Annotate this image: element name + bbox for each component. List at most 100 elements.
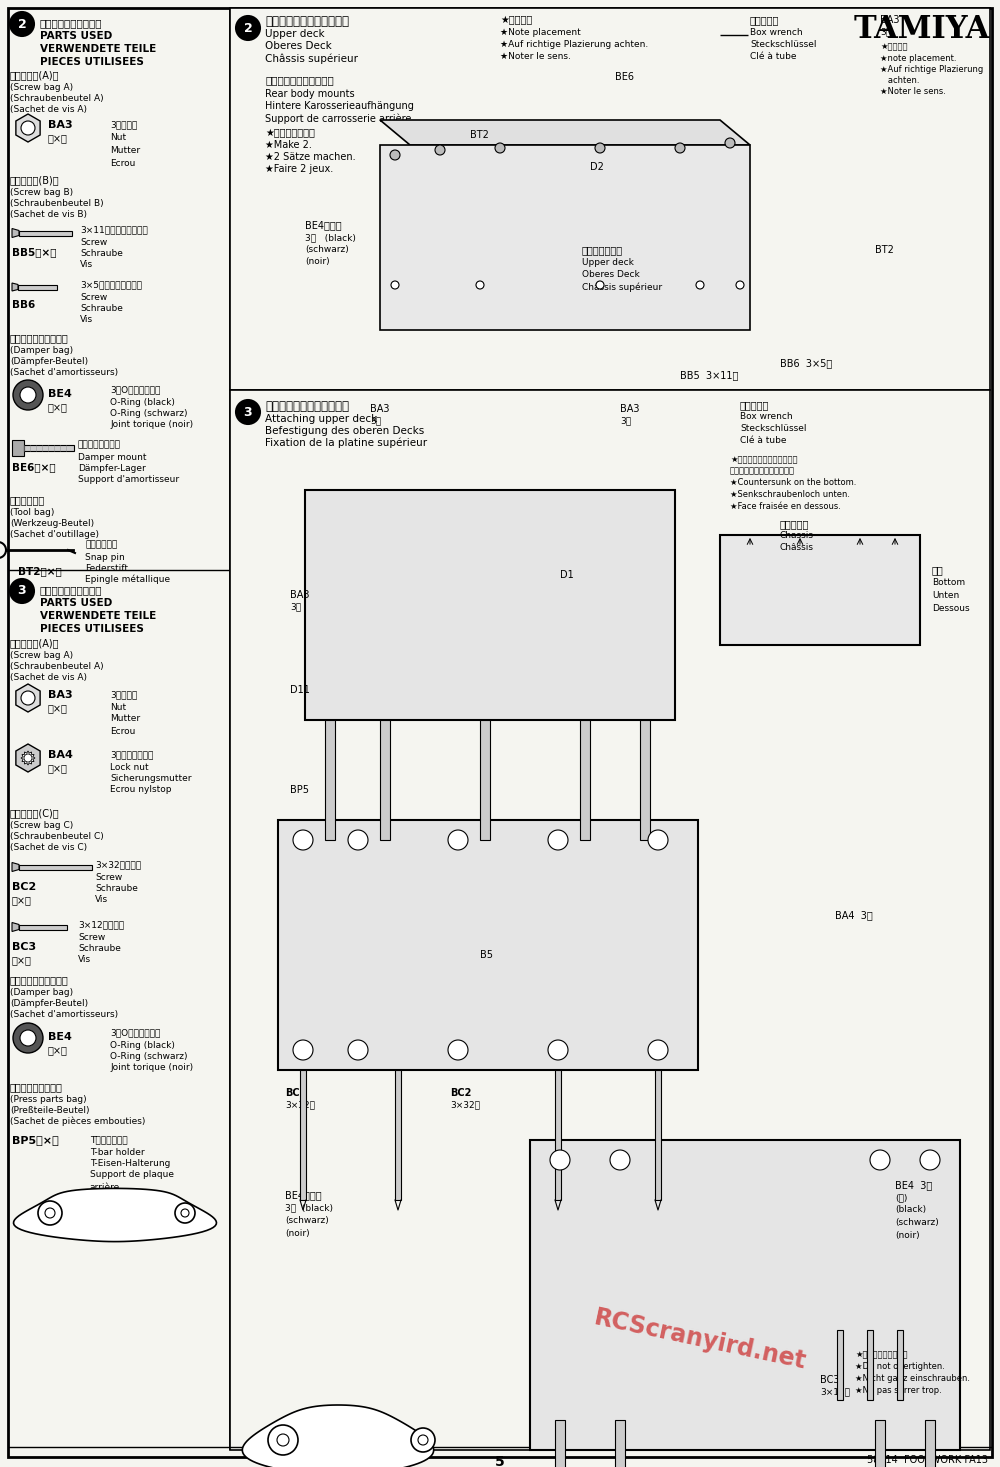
Text: (Schraubenbeutel A): (Schraubenbeutel A) (10, 662, 104, 670)
Polygon shape (14, 1188, 216, 1241)
Text: T-Eisen-Halterung: T-Eisen-Halterung (90, 1159, 170, 1168)
Bar (480, 720, 490, 841)
Bar (580, 720, 590, 841)
Text: (Sachet d'outillage): (Sachet d'outillage) (10, 530, 99, 538)
Circle shape (448, 830, 468, 849)
Bar (655, 1069, 661, 1200)
Text: BC3: BC3 (12, 942, 36, 952)
Text: 5: 5 (495, 1455, 505, 1467)
Text: (noir): (noir) (895, 1231, 920, 1240)
Text: 3㎜ナット: 3㎜ナット (110, 120, 137, 129)
Text: Attaching upper deck: Attaching upper deck (265, 414, 377, 424)
Text: O-Ring (schwarz): O-Ring (schwarz) (110, 1052, 188, 1061)
Text: (schwarz): (schwarz) (305, 245, 349, 254)
Text: achten.: achten. (880, 76, 920, 85)
Text: T-bar holder: T-bar holder (90, 1149, 145, 1157)
Text: BC2: BC2 (12, 882, 36, 892)
Text: Nut: Nut (110, 703, 126, 711)
Text: 3×11㎜まわり止めビス: 3×11㎜まわり止めビス (80, 224, 148, 235)
Bar (278, 820, 698, 1069)
Circle shape (725, 138, 735, 148)
Bar (615, 1420, 625, 1467)
Text: Epingle métallique: Epingle métallique (85, 575, 170, 584)
Circle shape (435, 145, 445, 156)
Circle shape (20, 387, 36, 403)
Circle shape (236, 16, 260, 40)
Text: BA3: BA3 (48, 120, 73, 131)
Text: BB6: BB6 (12, 299, 35, 310)
Text: O-Ring (schwarz): O-Ring (schwarz) (110, 409, 188, 418)
Bar (530, 1140, 960, 1449)
Text: ★シャーシーは皿ビス加工が: ★シャーシーは皿ビス加工が (730, 455, 798, 464)
Circle shape (675, 142, 685, 153)
Text: BE4（黒）: BE4（黒） (285, 1190, 322, 1200)
Circle shape (181, 1209, 189, 1218)
Text: アッパーデッキのとりつけ: アッパーデッキのとりつけ (265, 400, 349, 414)
Circle shape (391, 282, 399, 289)
Text: Box wrench: Box wrench (750, 28, 803, 37)
Text: TAMIYA: TAMIYA (854, 15, 990, 45)
Text: ★Faire 2 jeux.: ★Faire 2 jeux. (265, 164, 333, 175)
Text: Châssis supérieur: Châssis supérieur (582, 282, 662, 292)
Bar (325, 720, 335, 841)
Circle shape (24, 754, 32, 761)
Text: （ビス袋詰(A)）: （ビス袋詰(A)） (10, 70, 60, 81)
Circle shape (277, 1435, 289, 1446)
Text: O-Ring (black): O-Ring (black) (110, 398, 175, 406)
Text: BE4  3㎜: BE4 3㎜ (895, 1179, 932, 1190)
Circle shape (736, 282, 744, 289)
Text: Vis: Vis (78, 955, 91, 964)
Bar (897, 1331, 903, 1400)
Text: Bottom: Bottom (932, 578, 965, 587)
Text: BT2: BT2 (470, 131, 489, 139)
Text: 3×5㎜まわり止めビス: 3×5㎜まわり止めビス (80, 280, 142, 289)
Bar (24, 445, 74, 450)
Text: Fixation de la platine supérieur: Fixation de la platine supérieur (265, 439, 427, 449)
Text: 2: 2 (244, 22, 252, 35)
Text: Dessous: Dessous (932, 604, 970, 613)
Text: 3×32㎜皿ビス: 3×32㎜皿ビス (95, 860, 141, 868)
Bar (380, 720, 390, 841)
Text: ★Ne pas serrer trop.: ★Ne pas serrer trop. (855, 1386, 942, 1395)
Text: BE4: BE4 (48, 389, 72, 399)
Text: ★Do not overtighten.: ★Do not overtighten. (855, 1361, 945, 1372)
Circle shape (13, 380, 43, 409)
Text: (Dämpfer-Beutel): (Dämpfer-Beutel) (10, 999, 88, 1008)
Text: Tバーホルダー: Tバーホルダー (90, 1135, 128, 1144)
Circle shape (610, 1150, 630, 1171)
Text: Support de plaque: Support de plaque (90, 1171, 174, 1179)
Text: ・×４: ・×４ (12, 895, 32, 905)
Bar (555, 1069, 561, 1200)
Text: 3㎜Oリング（黒）: 3㎜Oリング（黒） (110, 1028, 160, 1037)
Bar (925, 1420, 935, 1467)
Text: BC2: BC2 (450, 1089, 471, 1097)
Bar (305, 490, 675, 720)
Text: Vis: Vis (80, 260, 93, 268)
Text: 3: 3 (18, 584, 26, 597)
Text: Befestigung des oberen Decks: Befestigung des oberen Decks (265, 425, 424, 436)
Text: Schraube: Schraube (95, 885, 138, 893)
Text: Oberes Deck: Oberes Deck (582, 270, 640, 279)
Circle shape (495, 142, 505, 153)
Bar (19, 864, 92, 870)
Text: (Tool bag): (Tool bag) (10, 508, 54, 516)
Text: (Screw bag A): (Screw bag A) (10, 84, 73, 92)
Circle shape (45, 1207, 55, 1218)
Text: Screw: Screw (95, 873, 122, 882)
Text: ・×１: ・×１ (48, 763, 68, 773)
Text: Châssis: Châssis (780, 543, 814, 552)
Text: Ecrou: Ecrou (110, 158, 135, 169)
Text: BP5: BP5 (290, 785, 309, 795)
Polygon shape (242, 1405, 434, 1467)
Bar (18, 285, 57, 289)
Text: BA3: BA3 (48, 689, 73, 700)
Text: BP5・×１: BP5・×１ (12, 1135, 59, 1146)
Text: D2: D2 (590, 161, 604, 172)
Circle shape (411, 1427, 435, 1452)
Polygon shape (16, 684, 40, 711)
Text: (Sachet d'amortisseurs): (Sachet d'amortisseurs) (10, 1009, 118, 1020)
Circle shape (696, 282, 704, 289)
Text: ★締めすぎないこと。: ★締めすぎないこと。 (855, 1350, 908, 1358)
Text: (Preßteile-Beutel): (Preßteile-Beutel) (10, 1106, 90, 1115)
Text: Schraube: Schraube (80, 304, 123, 312)
